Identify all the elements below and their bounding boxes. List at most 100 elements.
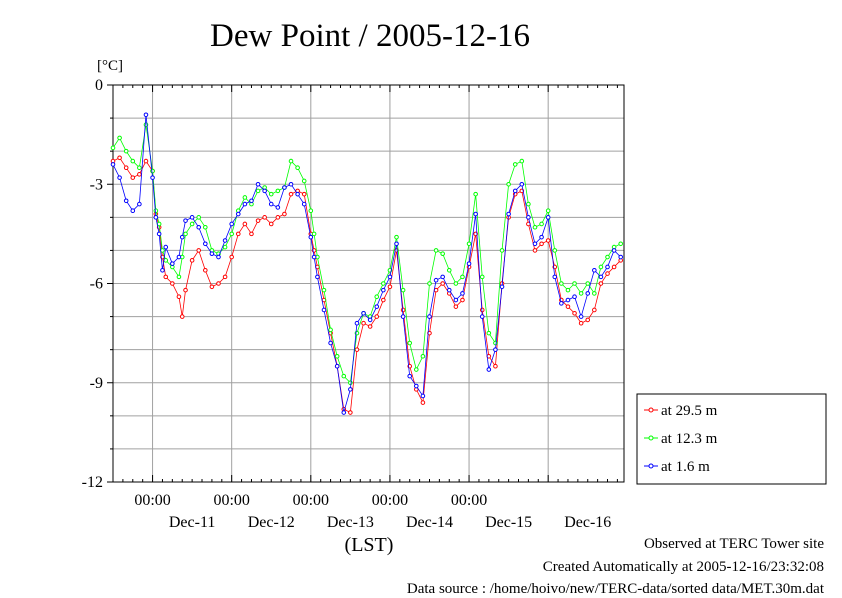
data-point [150, 168, 155, 174]
data-point [605, 271, 610, 276]
data-point [354, 347, 360, 352]
data-point [222, 274, 228, 280]
data-point [532, 224, 538, 230]
data-point [189, 215, 195, 220]
data-point [143, 158, 149, 164]
data-point [170, 281, 175, 286]
legend-item-at-29-5-m: at 29.5 m [644, 403, 718, 419]
data-point [387, 274, 393, 280]
data-point [394, 241, 399, 247]
data-point [578, 291, 584, 296]
data-point [334, 353, 340, 359]
data-point [117, 135, 122, 141]
series-layer [110, 112, 624, 415]
data-point [433, 277, 439, 283]
legend-label: at 1.6 m [661, 459, 710, 475]
footer-site-text: Observed at TERC Tower site [643, 536, 824, 552]
data-point [222, 238, 228, 243]
y-axis-unit-label: [°C] [97, 58, 123, 74]
y-tick-label: -3 [90, 176, 103, 193]
data-point [288, 191, 294, 197]
data-point [532, 241, 538, 247]
data-point [367, 317, 373, 323]
data-point [479, 314, 485, 319]
data-point [123, 198, 129, 204]
data-point [189, 258, 195, 263]
x-tick-date-label: Dec-14 [406, 514, 453, 531]
legend-label: at 12.3 m [661, 431, 718, 447]
data-point [189, 221, 195, 227]
data-point [348, 380, 353, 386]
data-point [203, 224, 208, 230]
footer-source-text: Data source : /home/hoivo/new/TERC-data/… [406, 581, 824, 597]
data-point [592, 291, 597, 296]
legend-box [636, 393, 827, 485]
data-point [460, 274, 465, 280]
data-point [130, 175, 136, 180]
data-point [216, 254, 221, 260]
data-point [308, 208, 314, 214]
series-at-12-3-m [110, 122, 624, 386]
data-point [196, 248, 202, 253]
data-point [460, 291, 465, 296]
data-point [288, 158, 294, 164]
data-point [183, 218, 188, 223]
data-point [559, 281, 564, 286]
data-point [156, 231, 162, 237]
data-point [163, 258, 169, 263]
data-point [552, 248, 558, 253]
data-point [486, 367, 492, 372]
data-point [460, 297, 465, 303]
data-point [203, 267, 208, 273]
data-point [374, 294, 380, 300]
data-point [479, 274, 485, 280]
data-point [295, 165, 300, 171]
data-point [618, 254, 624, 260]
data-point [374, 314, 380, 319]
data-point [407, 373, 413, 379]
data-point [268, 201, 274, 207]
data-point [374, 304, 380, 309]
data-point [611, 264, 617, 270]
data-point [414, 367, 419, 372]
legend-item-at-12-3-m: at 12.3 m [644, 431, 718, 447]
x-tick-date-label: Dec-15 [485, 514, 532, 531]
data-point [341, 373, 347, 379]
data-point [153, 215, 159, 220]
plot-grid [113, 85, 624, 482]
x-tick-time-label: 00:00 [293, 492, 329, 509]
data-point [519, 181, 525, 187]
data-point [394, 234, 399, 240]
data-point [179, 314, 185, 319]
data-point [176, 274, 182, 280]
data-point [453, 281, 459, 286]
data-point [160, 248, 165, 253]
legend-item-at-1-6-m: at 1.6 m [644, 459, 710, 475]
data-point [301, 201, 307, 207]
data-point [407, 340, 413, 346]
data-point [123, 165, 129, 171]
series-line [112, 157, 621, 414]
data-point [605, 264, 610, 270]
data-point [348, 387, 353, 392]
data-point [578, 320, 584, 326]
data-point [216, 281, 221, 286]
data-point [400, 287, 406, 293]
data-point [473, 211, 478, 217]
data-point [440, 251, 445, 257]
data-point [519, 158, 525, 164]
data-point [585, 281, 591, 286]
data-point [156, 221, 162, 227]
data-point [611, 248, 617, 253]
x-tick-time-label: 00:00 [451, 492, 487, 509]
data-point [493, 340, 498, 346]
data-point [275, 188, 281, 194]
data-point [381, 297, 386, 303]
data-point [179, 234, 185, 240]
data-point [446, 267, 452, 273]
data-point [301, 191, 307, 197]
data-point [268, 221, 274, 227]
data-point [420, 400, 426, 405]
data-point [229, 221, 234, 227]
